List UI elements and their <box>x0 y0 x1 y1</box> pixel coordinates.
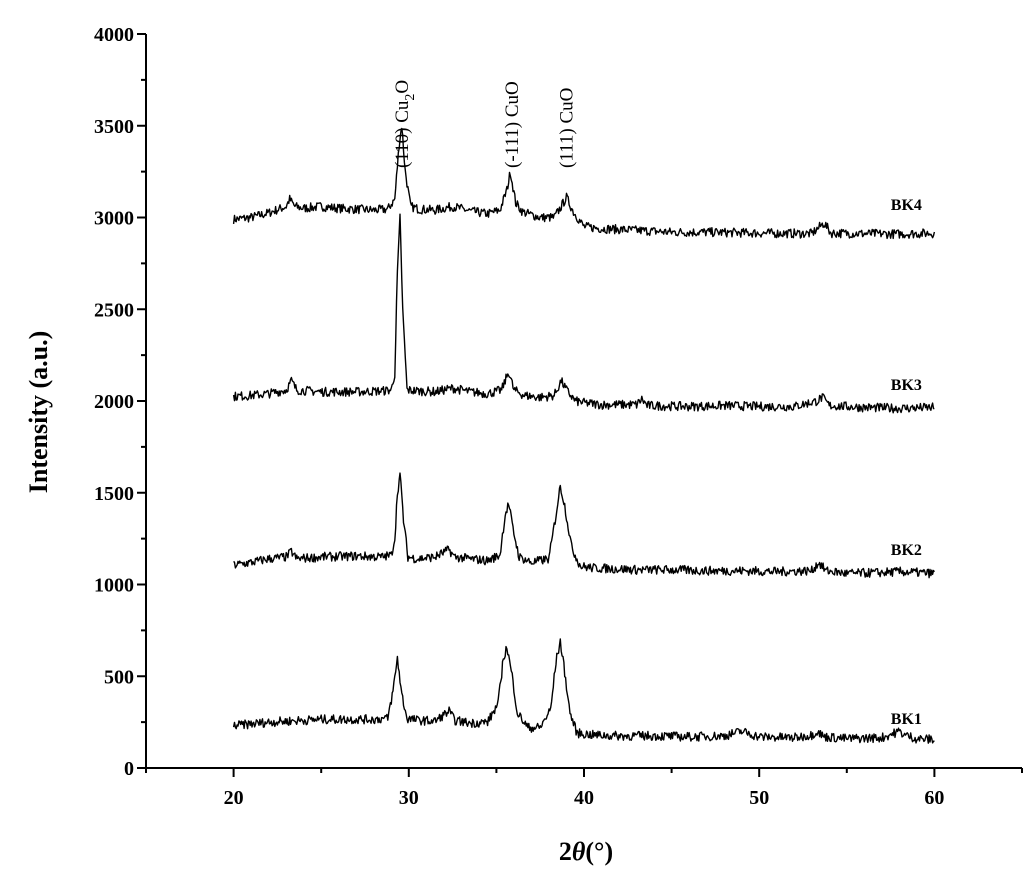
x-tick-label: 20 <box>224 787 244 809</box>
series-label-bk4: BK4 <box>891 197 922 214</box>
peak-annotation: (110) Cu2O <box>392 80 418 168</box>
y-tick-label: 1000 <box>94 575 134 597</box>
y-tick-label: 4000 <box>94 24 134 46</box>
series-line-bk3 <box>232 213 935 414</box>
axes: 20 30 40 50 60 0 500 1000 1500 2000 2500 3000 3500 40… <box>94 24 1023 809</box>
series-line-bk2 <box>233 472 935 579</box>
y-tick-label: 500 <box>104 666 134 688</box>
peak-annotation-text: (-111) CuO <box>502 81 523 168</box>
y-tick-label: 3500 <box>94 116 134 138</box>
y-tick-label: 0 <box>124 758 134 780</box>
y-tick-label: 2000 <box>94 391 134 413</box>
peak-annotation-subscript: 2 <box>403 94 418 101</box>
series-line-bk4 <box>232 127 936 240</box>
peak-annotation-text: (111) CuO <box>556 88 577 168</box>
labels-layer: BK4 BK3 BK2 BK1 (110) Cu2O (-111) CuO (111) Cu… <box>392 80 922 728</box>
x-axis-title-unit: (°) <box>585 837 613 866</box>
peak-annotation: (-111) CuO <box>502 81 523 168</box>
x-tick-label: 40 <box>574 787 594 809</box>
series-label-bk1: BK1 <box>891 711 922 728</box>
y-axis-title: Intensity (a.u.) <box>24 331 53 494</box>
series-label-bk2: BK2 <box>891 542 922 559</box>
series-label-bk3: BK3 <box>891 377 922 394</box>
x-axis-title: 2θ(°) <box>559 837 613 866</box>
y-tick-label: 3000 <box>94 208 134 230</box>
series-line-bk1 <box>232 638 935 744</box>
x-tick-label: 50 <box>749 787 769 809</box>
peak-annotation-text: (110) Cu <box>392 100 413 168</box>
peak-annotation: (111) CuO <box>556 88 577 168</box>
peak-annotation-tail: O <box>392 80 413 94</box>
x-tick-label: 30 <box>399 787 419 809</box>
y-tick-label: 1500 <box>94 483 134 505</box>
y-tick-label: 2500 <box>94 299 134 321</box>
x-tick-label: 60 <box>924 787 944 809</box>
x-axis-title-main: 2 <box>559 837 572 866</box>
x-axis-title-theta: θ <box>572 837 586 866</box>
series-layer <box>232 127 936 744</box>
